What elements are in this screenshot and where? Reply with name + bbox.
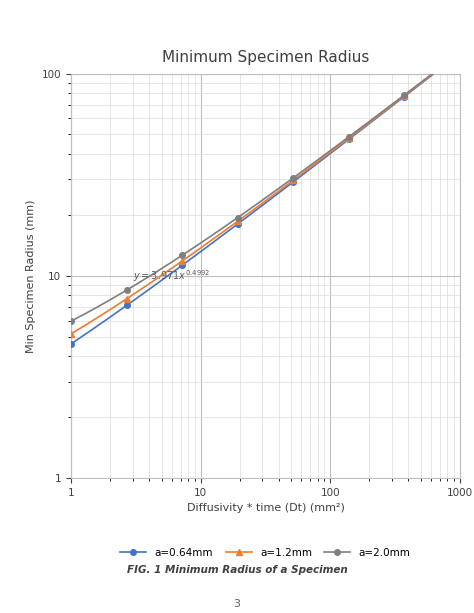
Text: 3: 3	[234, 599, 240, 609]
Text: $y = 3.971x^{0.4992}$: $y = 3.971x^{0.4992}$	[133, 268, 210, 284]
Title: Minimum Specimen Radius: Minimum Specimen Radius	[162, 50, 369, 66]
Y-axis label: Min Specimen Radius (mm): Min Specimen Radius (mm)	[26, 199, 36, 352]
X-axis label: Diffusivity * time (Dt) (mm²): Diffusivity * time (Dt) (mm²)	[186, 503, 345, 514]
Text: FIG. 1 Minimum Radius of a Specimen: FIG. 1 Minimum Radius of a Specimen	[127, 565, 347, 575]
Legend: a=0.64mm, a=1.2mm, a=2.0mm: a=0.64mm, a=1.2mm, a=2.0mm	[116, 544, 415, 562]
